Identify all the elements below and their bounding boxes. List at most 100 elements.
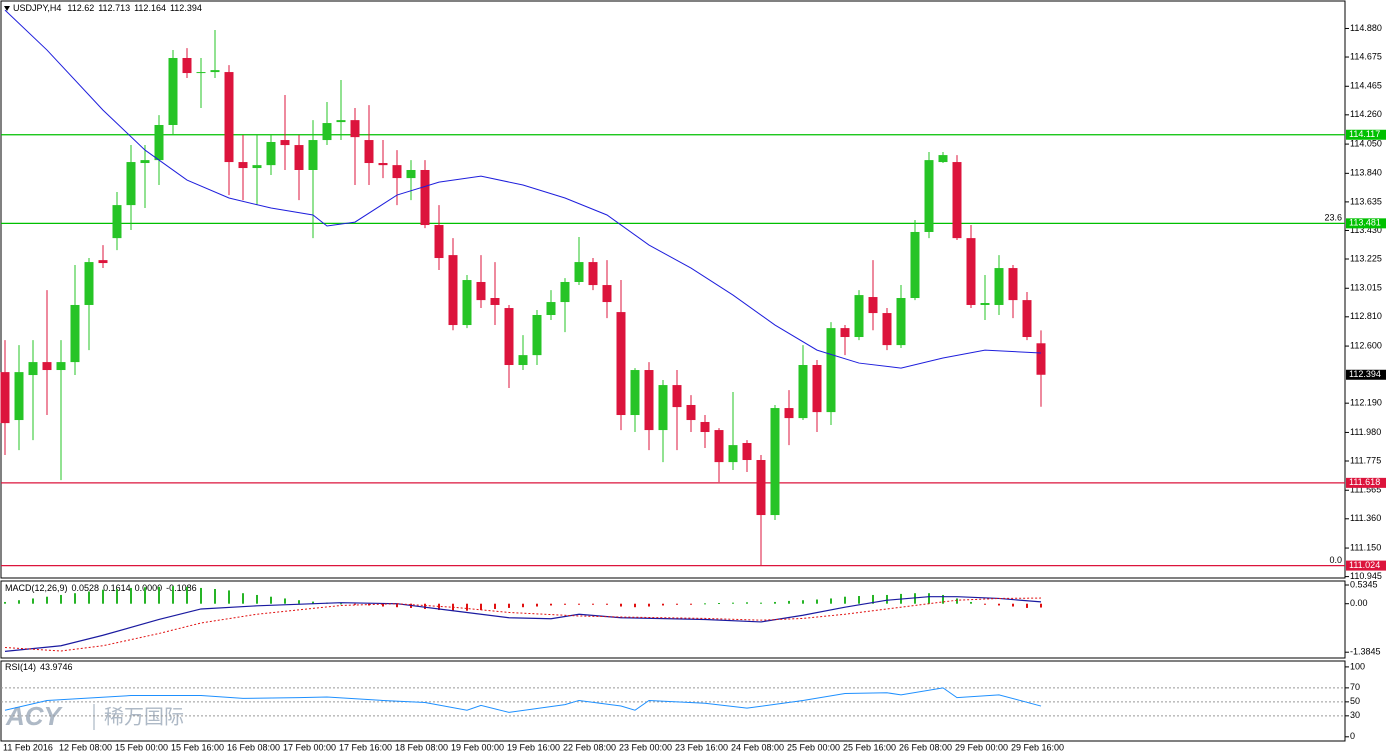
- histogram-bar: [60, 594, 62, 604]
- candle-body: [686, 404, 696, 421]
- candle-body: [518, 355, 528, 366]
- y-tick-label: 113.225: [1350, 253, 1382, 263]
- y-tick-label: 110.945: [1350, 571, 1382, 581]
- histogram-bar: [536, 603, 538, 607]
- histogram-bar: [830, 598, 832, 604]
- histogram-bar: [858, 596, 860, 604]
- histogram-bar: [256, 594, 258, 604]
- x-tick-label: 24 Feb 08:00: [731, 742, 784, 752]
- candle-body: [630, 370, 640, 416]
- third-value: 0.0000: [135, 583, 163, 593]
- candle-body: [0, 372, 10, 424]
- watermark-name: 稀万国际: [104, 705, 184, 728]
- histogram-bar: [522, 603, 524, 608]
- close: 112.394: [170, 3, 202, 13]
- candle-body: [476, 281, 486, 301]
- level-label: 111.024: [1349, 560, 1380, 570]
- y-tick-label: 114.675: [1350, 51, 1382, 61]
- x-tick-label: 17 Feb 00:00: [283, 742, 336, 752]
- histogram-bar: [550, 603, 552, 606]
- x-tick-label: 16 Feb 08:00: [227, 742, 280, 752]
- histogram-bar: [998, 603, 1000, 606]
- candle-body: [462, 280, 472, 326]
- candle-body: [1036, 343, 1046, 375]
- histogram-bar: [32, 598, 34, 604]
- candle-body: [98, 260, 108, 264]
- menu-arrow: [4, 6, 10, 11]
- candle-body: [56, 362, 66, 371]
- y-tick-label: 0.5345: [1350, 579, 1378, 589]
- histogram-bar: [648, 603, 650, 607]
- y-tick-label: 111.150: [1350, 542, 1381, 552]
- histogram-bar: [970, 601, 972, 604]
- histogram-bar: [774, 601, 776, 604]
- candle-body: [154, 125, 164, 161]
- x-tick-label: 29 Feb 00:00: [955, 742, 1008, 752]
- x-tick-label: 12 Feb 08:00: [59, 742, 112, 752]
- high: 112.713: [98, 3, 130, 13]
- candle-body: [252, 165, 262, 169]
- histogram-bar: [46, 596, 48, 604]
- y-tick-label: 112.190: [1350, 398, 1382, 408]
- candle-body: [490, 298, 500, 305]
- candle-body: [420, 169, 430, 226]
- candle-body: [784, 408, 794, 419]
- histogram-bar: [620, 603, 622, 607]
- candle-body: [42, 362, 52, 371]
- symbol: USDJPY,H4: [13, 3, 61, 13]
- level-label: 114.117: [1349, 129, 1380, 139]
- candle-body: [896, 298, 906, 346]
- candle-body: [826, 328, 836, 413]
- y-tick-label: 70: [1350, 682, 1360, 692]
- histogram-bar: [438, 603, 440, 611]
- level-label: 111.618: [1349, 477, 1380, 487]
- histogram-bar: [494, 603, 496, 609]
- level-tag: [1346, 477, 1386, 488]
- price-panel: [0, 0, 1346, 579]
- level-tag: [1346, 218, 1386, 229]
- candle-body: [1022, 300, 1032, 338]
- hist-value: -0.1086: [166, 583, 197, 593]
- histogram-bar: [214, 589, 216, 604]
- candle-body: [924, 160, 934, 232]
- histogram-bar: [816, 599, 818, 604]
- histogram-bar: [242, 593, 244, 604]
- y-tick-label: 114.465: [1350, 81, 1382, 91]
- candle-body: [854, 295, 864, 338]
- candle-body: [336, 120, 346, 123]
- open: 112.62: [67, 3, 94, 13]
- candle-body: [84, 262, 94, 305]
- candle-body: [322, 123, 332, 141]
- x-tick-label: 25 Feb 16:00: [843, 742, 896, 752]
- candle-body: [882, 313, 892, 346]
- histogram-bar: [606, 603, 608, 605]
- y-tick-label: 30: [1350, 710, 1360, 720]
- histogram-bar: [74, 593, 76, 604]
- candle-body: [658, 385, 668, 431]
- candle-body: [602, 285, 612, 303]
- candle-body: [196, 72, 206, 74]
- histogram-bar: [1040, 603, 1042, 608]
- candle-body: [546, 302, 556, 316]
- histogram-bar: [746, 602, 748, 604]
- price-header: USDJPY,H4 112.62 112.713 112.164 112.394: [13, 3, 202, 13]
- candle-body: [868, 297, 878, 314]
- y-tick-label: 50: [1350, 696, 1360, 706]
- histogram-bar: [942, 594, 944, 604]
- candle-body: [140, 160, 150, 164]
- last-price-label: 112.394: [1349, 369, 1381, 379]
- fib-label: 0.0: [1329, 555, 1342, 565]
- histogram-bar: [130, 587, 132, 604]
- histogram-bar: [1012, 603, 1014, 607]
- candle-body: [980, 303, 990, 305]
- histogram-bar: [704, 603, 706, 605]
- candle-body: [714, 430, 724, 463]
- x-tick-label: 23 Feb 00:00: [619, 742, 672, 752]
- candle-body: [812, 365, 822, 413]
- candle-body: [938, 155, 948, 163]
- candle-body: [770, 408, 780, 516]
- candle-body: [392, 165, 402, 179]
- y-tick-label: 0: [1350, 731, 1355, 741]
- y-tick-label: 114.260: [1350, 109, 1382, 119]
- x-tick-label: 29 Feb 16:00: [1011, 742, 1064, 752]
